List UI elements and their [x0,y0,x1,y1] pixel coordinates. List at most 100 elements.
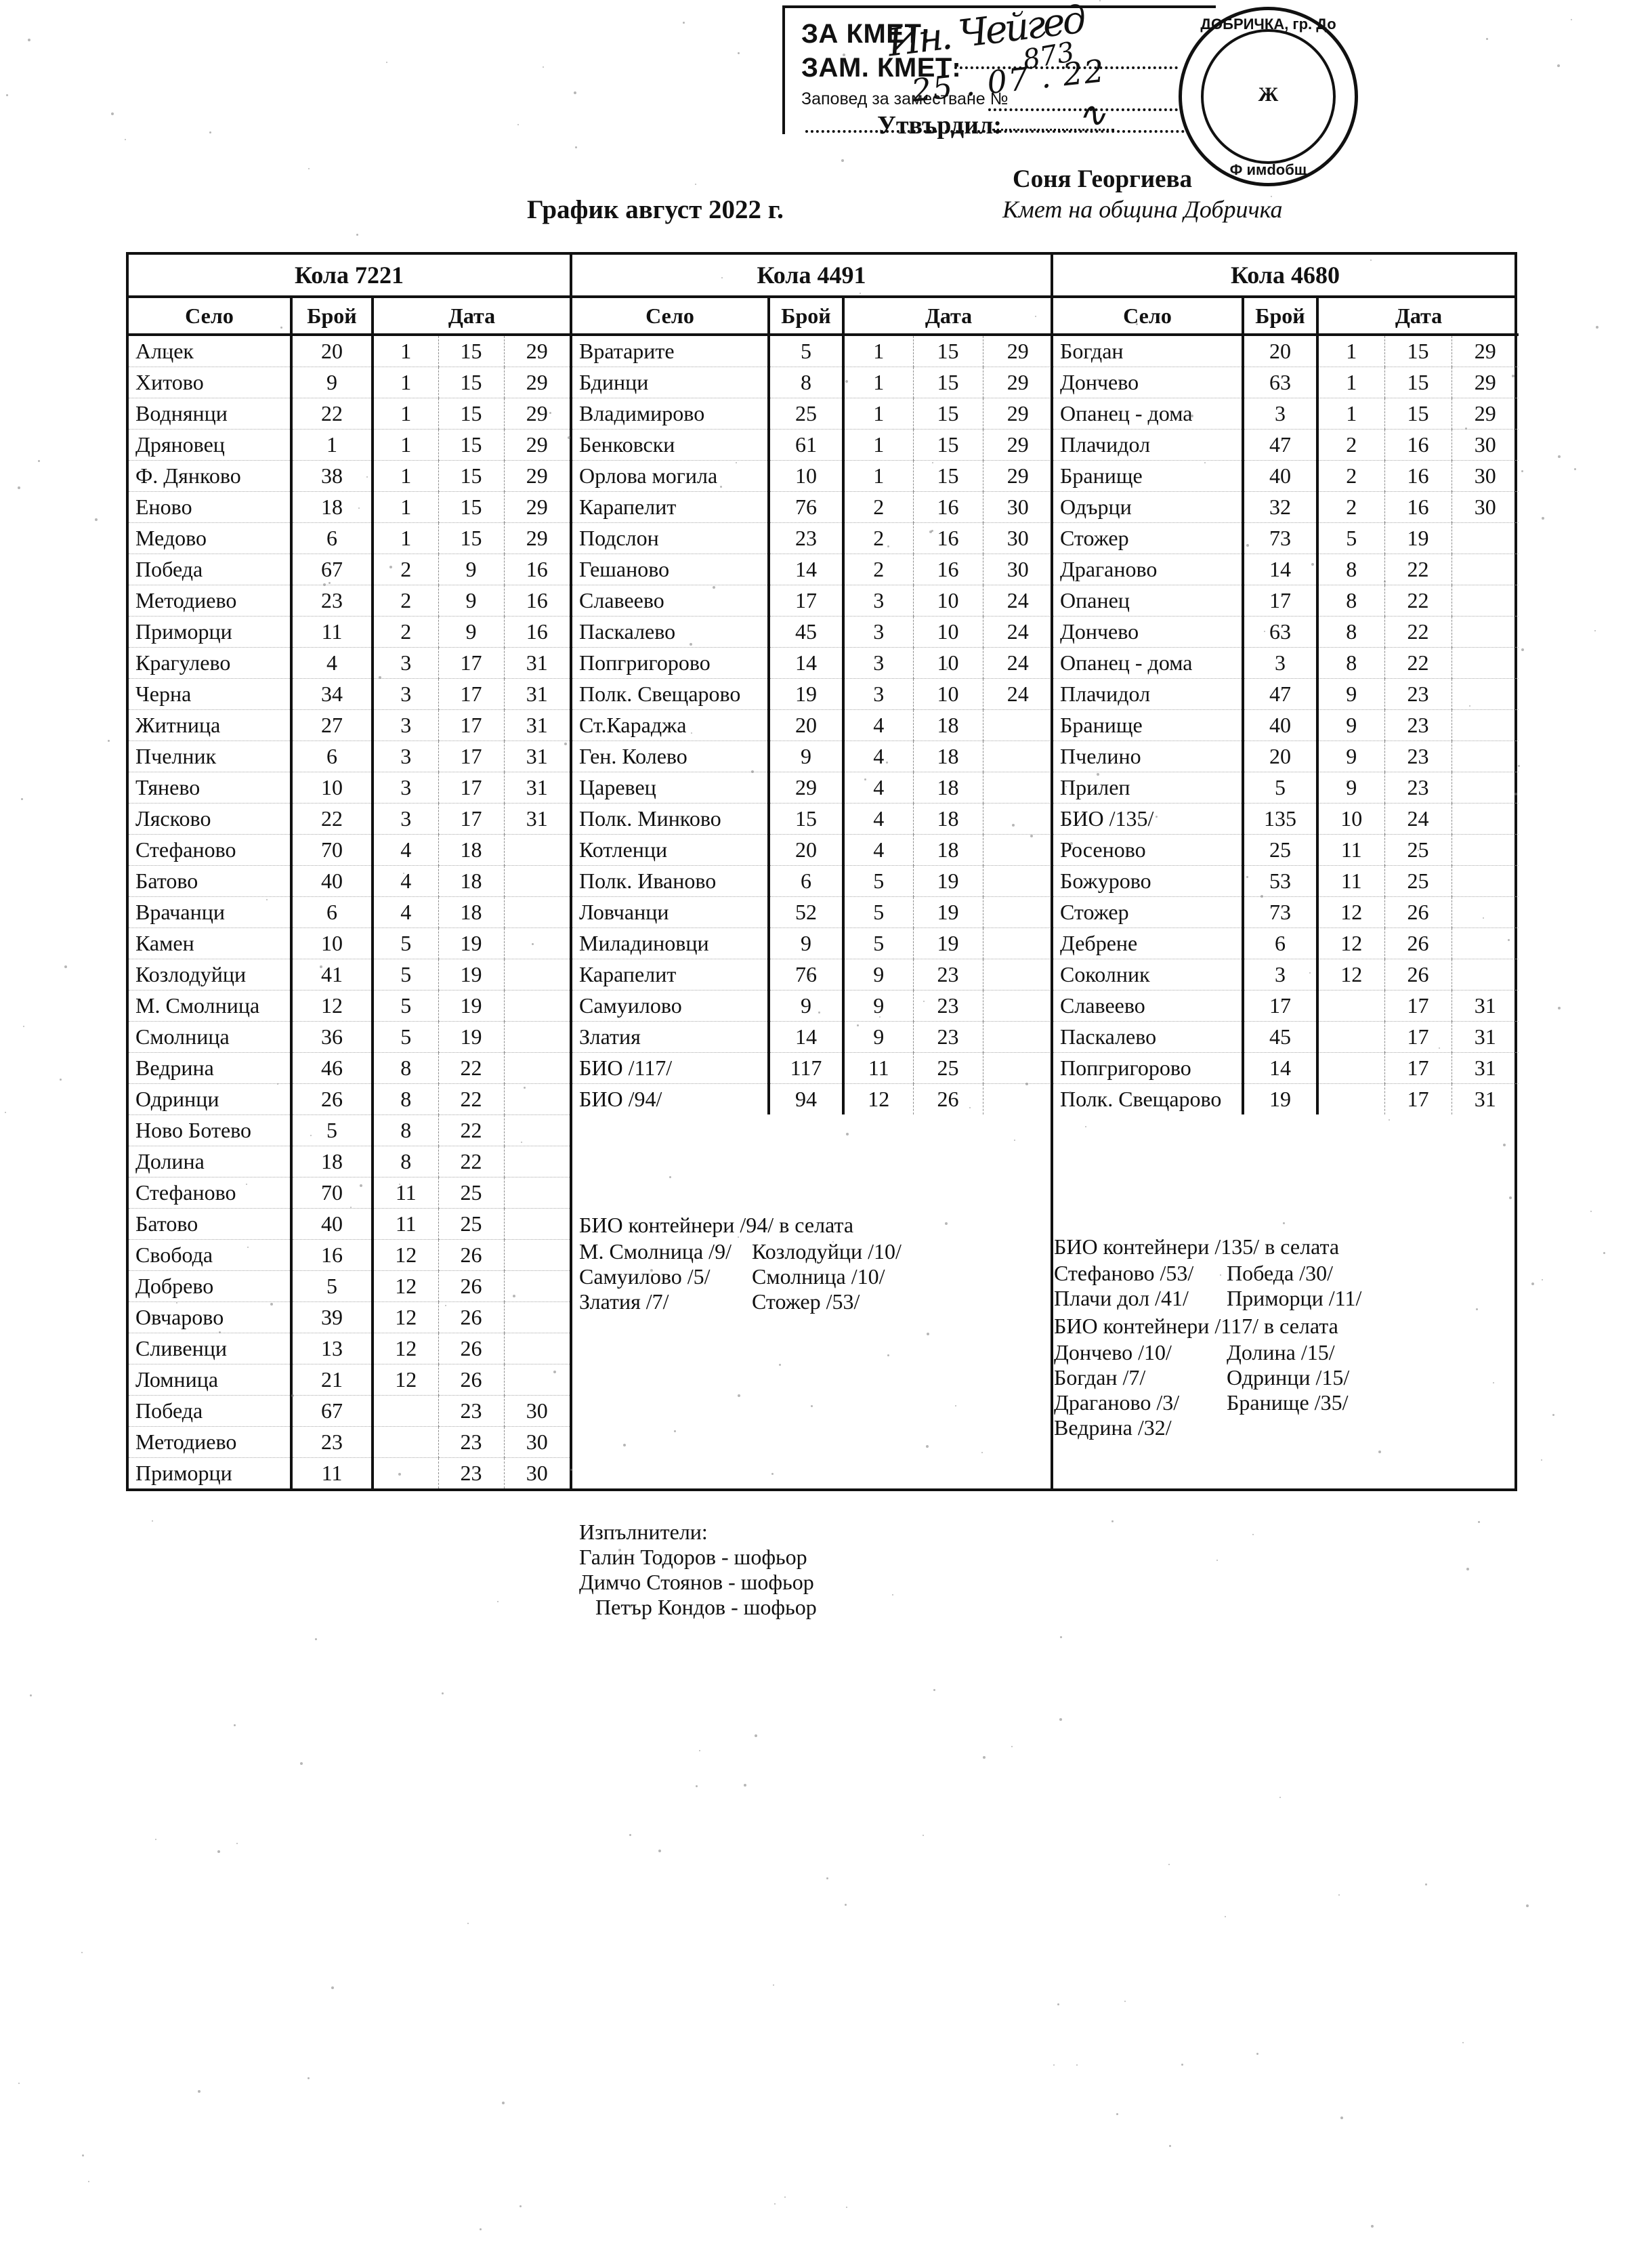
speckle [5,1112,6,1113]
cell-date-3: 29 [1452,367,1519,398]
speckle [1030,835,1033,837]
cell-date-2: 15 [913,398,983,430]
cell-date-2: 15 [438,398,505,430]
cell-count: 3 [1243,647,1319,679]
notes-heading: БИО контейнери /94/ в селата [579,1213,854,1237]
cell-count: 67 [291,554,374,585]
cell-date-1: 11 [1317,865,1385,897]
cell-date-3: 29 [504,367,570,398]
car-title: Кола 4491 [572,255,1051,298]
cell-count: 76 [769,959,845,991]
cell-count: 14 [1243,554,1319,585]
speckle [1324,1378,1326,1379]
cell-date-2: 15 [438,522,505,554]
cell-village: Методиево [129,1426,293,1458]
table-row: Дончево 63 1 15 29 [1053,367,1519,398]
speckle [1486,38,1488,40]
table-row: Приморци 11 2 9 16 [129,616,570,648]
cell-date-1: 8 [373,1114,439,1146]
speckle [543,66,544,68]
executor-item: Димчо Стоянов - шофьор [579,1570,814,1594]
cell-count: 39 [291,1301,374,1333]
cell-village: Гешаново [572,554,770,585]
executor-item: Петър Кондов - шофьор [595,1595,817,1619]
cell-count: 13 [291,1333,374,1364]
cell-date-2: 18 [913,803,983,835]
cell-date-1: 9 [843,990,914,1022]
speckle [808,975,811,978]
cell-date-2: 23 [913,990,983,1022]
cell-date-1 [373,1426,439,1458]
cell-count: 9 [769,927,845,959]
note-pair: М. Смолница /9/Козлодуйци /10/ [579,1239,1046,1264]
cell-count: 21 [291,1364,374,1396]
table-row: Прилеп 5 9 23 [1053,772,1519,804]
speckle [1252,1534,1254,1535]
cell-count: 23 [769,522,845,554]
speckle [502,2102,505,2104]
table-row: Плачидол 47 9 23 [1053,678,1519,710]
speckle [442,1692,444,1694]
speckle [1526,1904,1529,1907]
speckle [379,676,381,679]
round-seal-icon: ДОБРИЧКА, гр. До Ж Ф имdобщ [1179,7,1358,186]
speckle [329,582,331,584]
table-row: Лясково 22 3 17 31 [129,803,570,835]
cell-count: 5 [1243,772,1319,804]
speckle [1521,648,1524,651]
speckle [28,39,30,41]
speckle [1246,876,1248,878]
cell-date-1: 12 [1317,896,1385,928]
speckle [246,1184,247,1185]
cell-village: Стефаново [129,834,293,866]
cell-date-2: 10 [913,616,983,648]
speckle [277,1083,278,1085]
cell-date-1: 9 [1317,772,1385,804]
cell-count: 45 [1243,1021,1319,1053]
speckle [358,507,360,509]
table-row: БИО /117/117 11 25 [572,1052,1053,1084]
cell-count: 40 [291,865,374,897]
speckle [1014,1140,1015,1141]
cell-date-1: 5 [373,990,439,1022]
speckle [946,667,948,669]
cell-date-3 [504,1177,570,1209]
cell-date-1: 5 [843,865,914,897]
speckle [1557,64,1560,67]
cell-date-2: 22 [438,1083,505,1115]
cell-date-1: 9 [843,1021,914,1053]
table-row: Миладиновци 9 5 19 [572,927,1053,959]
cell-date-1 [1317,1083,1385,1114]
cell-date-3: 29 [504,460,570,492]
speckle [846,1133,849,1135]
table-row: Хитово 9 1 15 29 [129,367,570,398]
table-row: Опанец - дома 3 8 22 [1053,647,1519,679]
speckle [623,1444,626,1446]
cell-date-2: 26 [1384,927,1452,959]
order-number-label: Заповед за заместване № [801,89,1009,108]
cell-date-2: 9 [438,616,505,648]
cell-count: 47 [1243,429,1319,461]
table-row: Самуилово 9 9 23 [572,990,1053,1022]
table-row: Ф. Дянково 38 1 15 29 [129,460,570,492]
cell-date-3 [504,927,570,959]
speckle [497,1601,499,1602]
cell-date-1: 5 [373,927,439,959]
table-row: Орлова могила 10 1 15 29 [572,460,1053,492]
cell-count: 20 [769,709,845,741]
table-row: Дебрене 6 12 26 [1053,927,1519,959]
cell-date-1: 12 [843,1083,914,1114]
cell-date-3 [983,927,1053,959]
cell-date-1: 3 [843,678,914,710]
cell-date-2: 15 [913,429,983,461]
table-row: Крагулево 4 3 17 31 [129,647,570,679]
speckle [1261,895,1263,898]
cell-date-2: 19 [438,1021,505,1053]
speckle [629,1834,631,1836]
car-block-4491: Кола 4491 Село Брой Дата Вратарите 5 1 15 29… [570,255,1053,1488]
table-row: Овчарово 39 12 26 [129,1301,570,1333]
note-item-left: Богдан /7/ [1054,1365,1146,1390]
cell-village: Самуилово [572,990,770,1022]
speckle [18,486,20,489]
table-row: Полк. Свещарово 19 17 31 [1053,1083,1519,1114]
